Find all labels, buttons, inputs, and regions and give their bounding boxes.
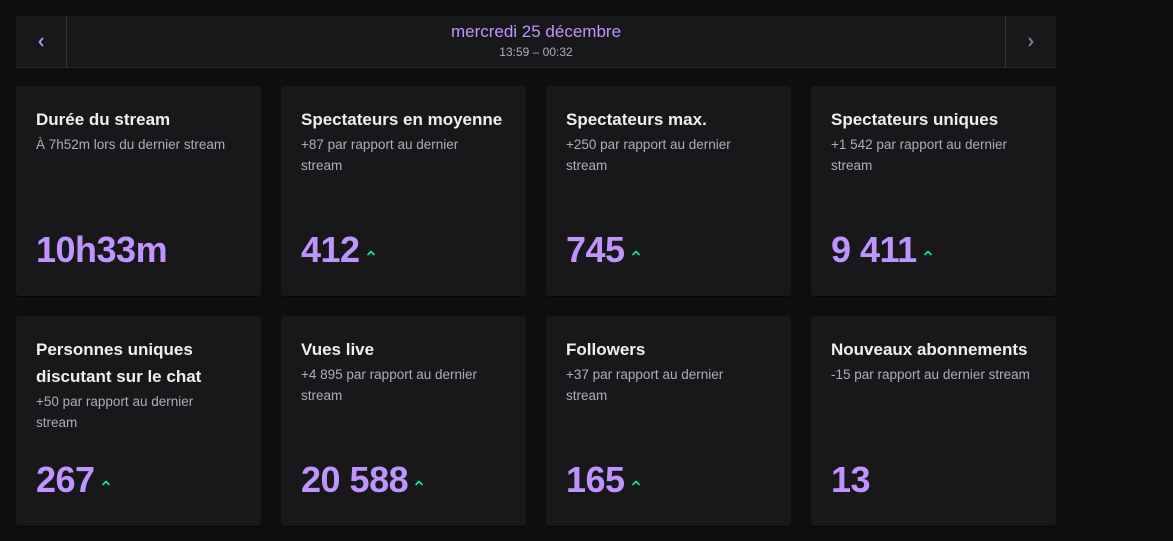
card-value-row: 745: [566, 230, 641, 270]
chevron-right-icon: [1028, 37, 1034, 46]
chevron-left-icon: [38, 37, 44, 46]
next-stream-button[interactable]: [1005, 16, 1056, 67]
card-title: Durée du stream: [36, 110, 171, 129]
trend-up-icon: [415, 480, 423, 486]
card-value-row: 13: [831, 459, 871, 500]
card-value-row: 9 411: [831, 230, 933, 270]
stream-summary: mercredi 25 décembre 13:59 – 00:32 Durée…: [16, 16, 1056, 526]
card-title: Followers: [566, 340, 646, 359]
card-value-row: 267: [36, 460, 111, 500]
card-value: 745: [566, 229, 625, 270]
card-value: 13: [831, 459, 871, 500]
card-value-row: 20 588: [301, 460, 424, 500]
stats-grid: Durée du stream À 7h52m lors du dernier …: [16, 86, 1056, 526]
card-title: Vues live: [301, 340, 375, 359]
card-comparison: +4 895 par rapport au dernier stream: [301, 367, 477, 403]
stat-card-max-viewers: Spectateurs max. +250 par rapport au der…: [546, 86, 791, 296]
trend-up-icon: [631, 480, 640, 486]
stream-date: mercredi 25 décembre: [450, 21, 622, 41]
card-value: 267: [36, 459, 95, 500]
stat-card-live-views: Vues live +4 895 par rapport au dernier …: [281, 316, 526, 526]
card-value-row: 165: [566, 460, 641, 500]
stat-card-stream-duration: Durée du stream À 7h52m lors du dernier …: [16, 86, 261, 296]
stat-card-followers: Followers +37 par rapport au dernier str…: [546, 316, 791, 526]
card-value: 412: [301, 229, 360, 270]
stream-time-range: 13:59 – 00:32: [499, 44, 573, 59]
stat-card-unique-viewers: Spectateurs uniques +1 542 par rapport a…: [811, 86, 1056, 296]
date-display: mercredi 25 décembre 13:59 – 00:32: [67, 16, 1005, 67]
card-comparison: +1 542 par rapport au dernier stream: [831, 137, 1007, 173]
stat-card-unique-chatters: Personnes uniques discutant sur le chat …: [16, 316, 261, 526]
card-comparison: À 7h52m lors du dernier stream: [36, 137, 226, 152]
card-value: 10h33m: [36, 229, 168, 270]
card-value-row: 10h33m: [36, 229, 168, 270]
stat-card-average-viewers: Spectateurs en moyenne +87 par rapport a…: [281, 86, 526, 296]
card-comparison: +250 par rapport au dernier stream: [566, 137, 731, 173]
trend-up-icon: [101, 480, 110, 486]
card-title: Spectateurs uniques: [831, 110, 999, 129]
date-navigator: mercredi 25 décembre 13:59 – 00:32: [16, 16, 1056, 68]
stat-card-new-subscriptions: Nouveaux abonnements -15 par rapport au …: [811, 316, 1056, 526]
card-title: Spectateurs max.: [566, 110, 707, 129]
trend-up-icon: [631, 250, 640, 256]
card-comparison: +87 par rapport au dernier stream: [301, 137, 459, 173]
card-value: 165: [566, 459, 625, 500]
trend-up-icon: [366, 250, 375, 256]
card-comparison: +50 par rapport au dernier stream: [36, 394, 194, 430]
trend-up-icon: [923, 250, 932, 256]
card-title: Personnes uniques discutant sur le chat: [36, 340, 202, 386]
card-value-row: 412: [301, 230, 376, 270]
card-comparison: -15 par rapport au dernier stream: [831, 367, 1030, 382]
card-title: Spectateurs en moyenne: [301, 110, 503, 129]
card-title: Nouveaux abonnements: [831, 340, 1028, 359]
card-comparison: +37 par rapport au dernier stream: [566, 367, 724, 403]
previous-stream-button[interactable]: [16, 16, 67, 67]
card-value: 20 588: [301, 459, 409, 500]
card-value: 9 411: [831, 229, 917, 270]
